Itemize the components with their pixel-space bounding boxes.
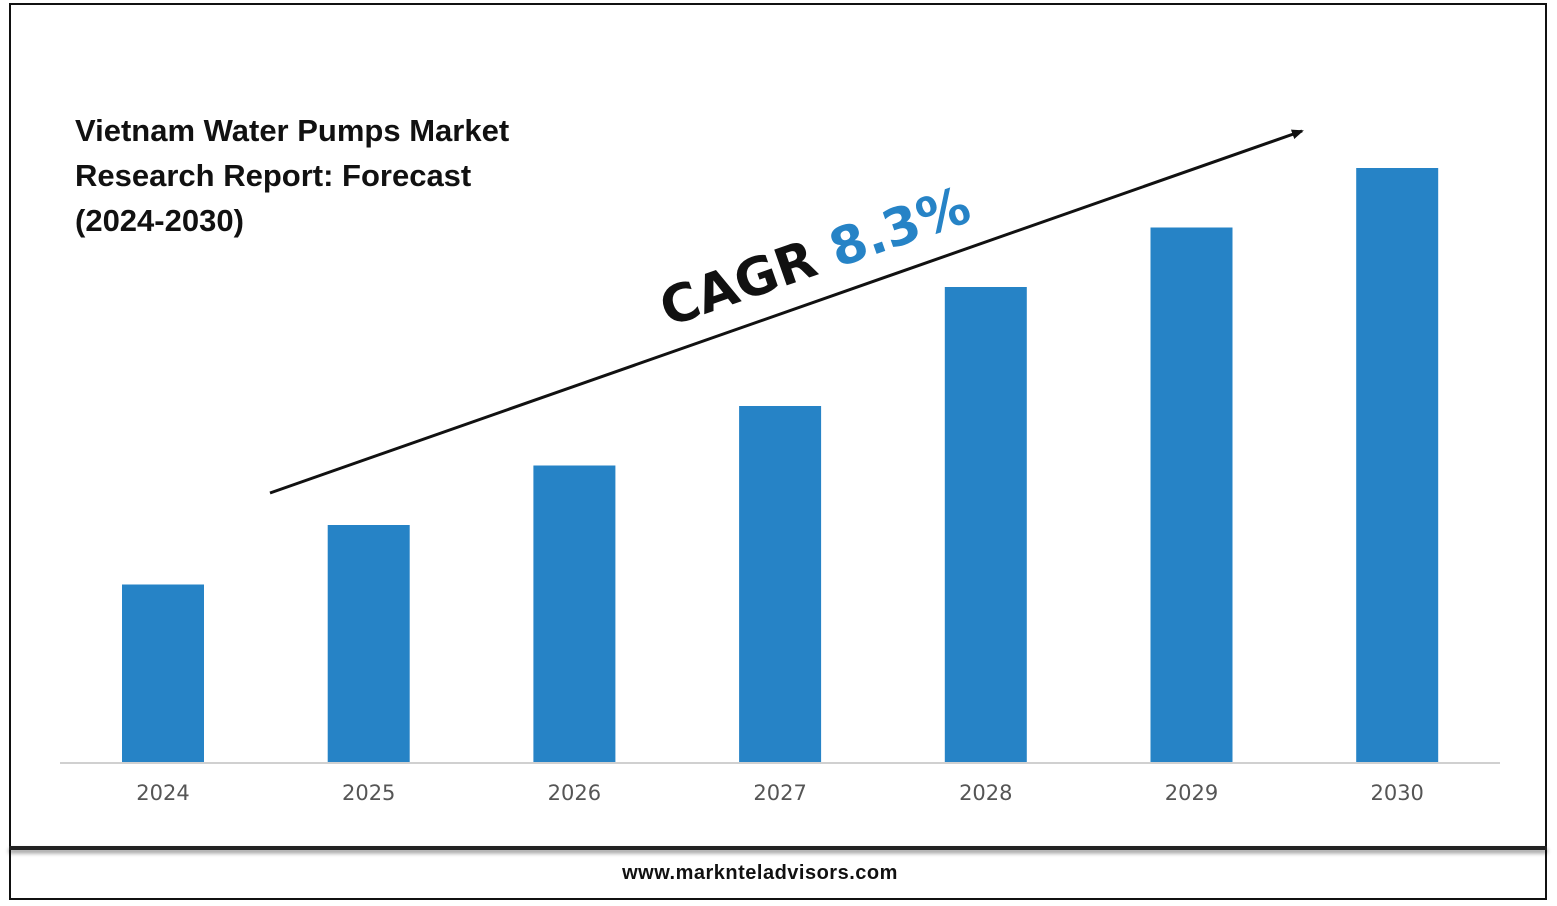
bar-2030	[1356, 168, 1439, 763]
x-tick-label-2026: 2026	[548, 781, 601, 805]
bars-group	[122, 168, 1439, 763]
cagr-value: 8.3%	[822, 176, 978, 280]
chart-frame	[9, 3, 1547, 900]
cagr-label: CAGR	[652, 229, 824, 339]
bar-2028	[944, 287, 1027, 763]
cagr-annotation: CAGR 8.3%	[652, 176, 977, 340]
x-axis-ticks: 2024 2025 2026 2027 2028 2029 2030	[136, 781, 1424, 805]
x-tick-label-2029: 2029	[1165, 781, 1218, 805]
x-tick-label-2025: 2025	[342, 781, 395, 805]
chart-title: Vietnam Water Pumps Market Research Repo…	[75, 113, 510, 238]
x-tick-label-2030: 2030	[1370, 781, 1423, 805]
x-tick-label-2027: 2027	[753, 781, 806, 805]
footer-website: www.marknteladvisors.com	[622, 862, 898, 884]
trend-arrow	[269, 129, 1304, 495]
bar-2029	[1150, 227, 1233, 763]
bar-2024	[122, 584, 204, 763]
bar-2025	[327, 525, 410, 763]
bar-2026	[533, 465, 616, 763]
bar-2027	[739, 406, 822, 763]
x-tick-label-2028: 2028	[959, 781, 1012, 805]
x-tick-label-2024: 2024	[136, 781, 189, 805]
footer-divider	[9, 846, 1547, 850]
